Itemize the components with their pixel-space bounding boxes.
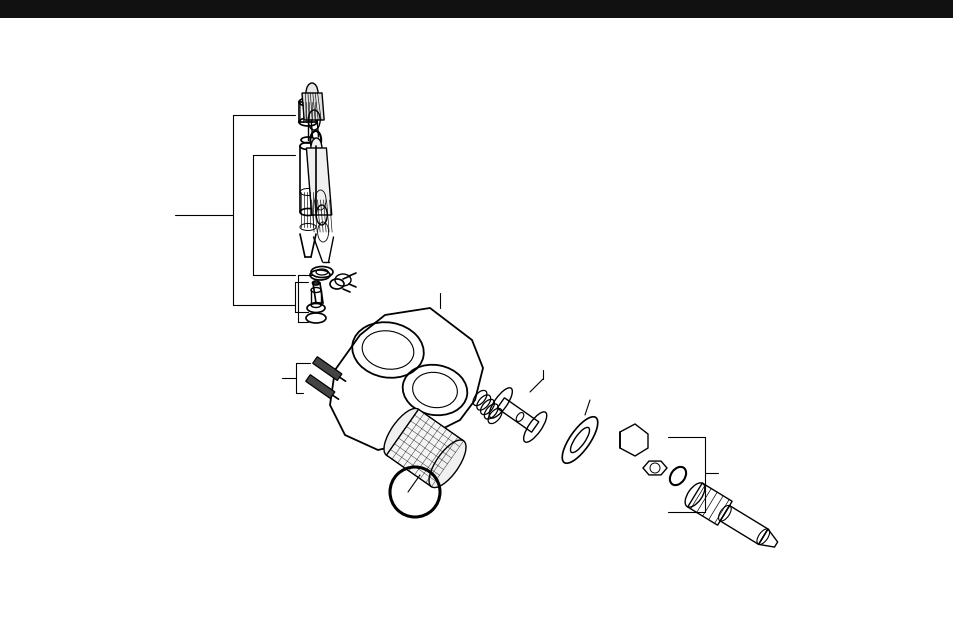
Ellipse shape — [306, 83, 317, 103]
Ellipse shape — [429, 440, 465, 487]
Ellipse shape — [311, 138, 321, 158]
Polygon shape — [313, 357, 341, 380]
Polygon shape — [302, 93, 324, 120]
Polygon shape — [306, 148, 332, 215]
Bar — [0, 0, 953, 18]
Polygon shape — [386, 410, 463, 487]
Ellipse shape — [383, 408, 420, 456]
Polygon shape — [305, 375, 335, 399]
